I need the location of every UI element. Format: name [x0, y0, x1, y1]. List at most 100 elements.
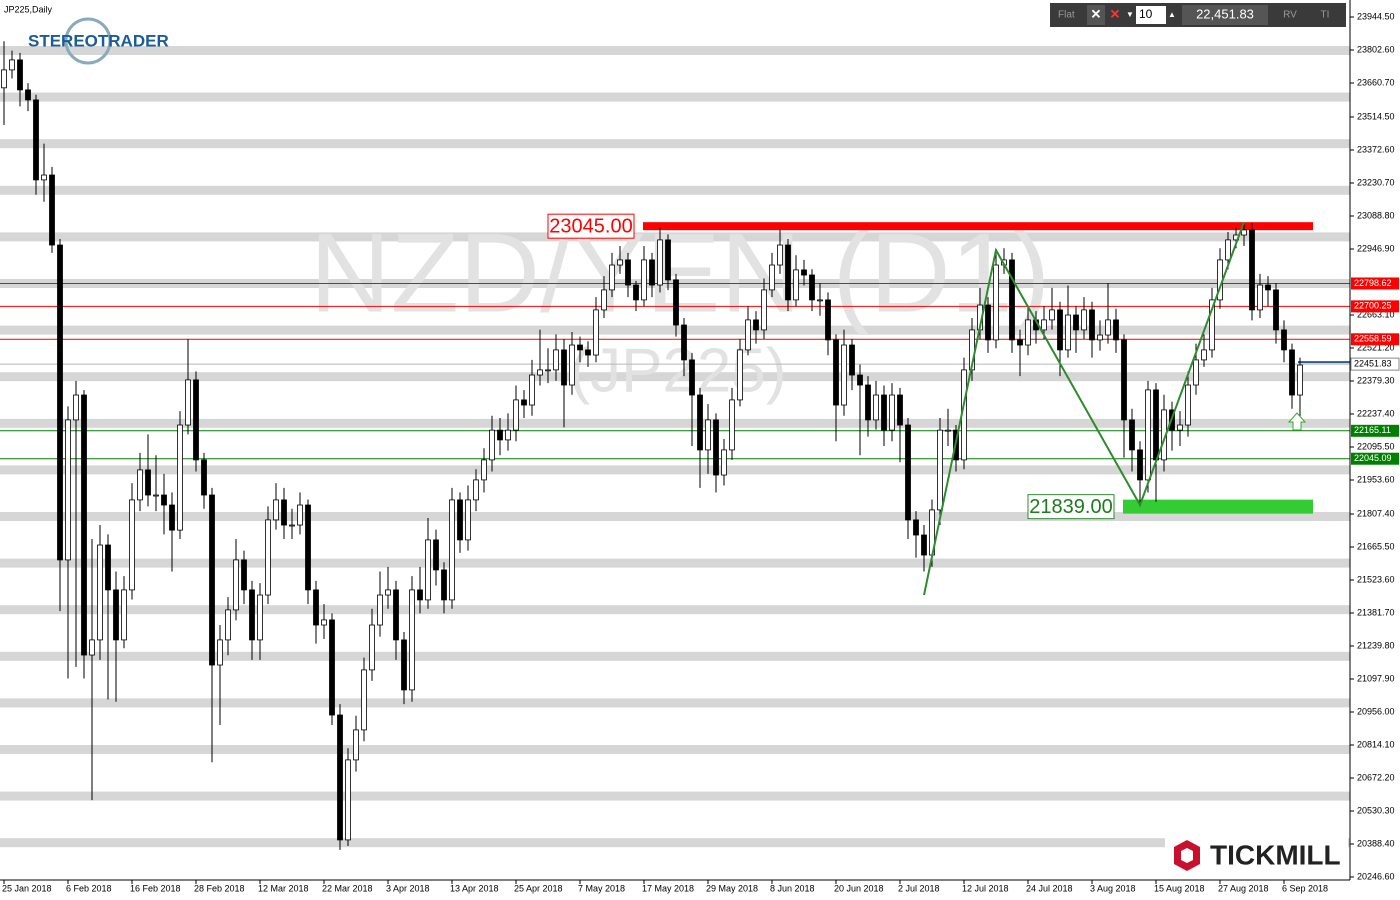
candle-body	[1121, 339, 1127, 421]
candle-body	[665, 239, 671, 281]
ti-button[interactable]: TI	[1321, 10, 1330, 21]
dropdown[interactable]: ▼	[1126, 10, 1134, 19]
candle-body	[809, 274, 815, 301]
candle-body	[361, 669, 367, 731]
x-tick-label: 13 Apr 2018	[450, 883, 499, 893]
x-tick-label: 3 Apr 2018	[386, 883, 430, 893]
candle-body	[521, 399, 527, 406]
candle-body	[297, 504, 303, 526]
stripe	[0, 92, 1350, 102]
candle-body	[993, 264, 999, 341]
tickmill-logo: TICKMILL	[1165, 832, 1348, 879]
candle-body	[1145, 389, 1151, 481]
candle-body	[1097, 334, 1103, 341]
x-tick-label: 6 Sep 2018	[1282, 883, 1328, 893]
logo-text: TICKMILL	[1210, 839, 1341, 870]
toolbar: Flat ✕ ✕ ▼ 10 ▲ 22,451.83 RV TI	[1050, 3, 1346, 27]
mode[interactable]: Flat	[1058, 10, 1075, 21]
candle-body	[769, 264, 775, 291]
x-tick-label: 20 Jun 2018	[834, 883, 884, 893]
y-tick-label: 20388.40	[1357, 838, 1395, 848]
candle-body	[697, 394, 703, 451]
candle-body	[193, 379, 199, 461]
candle-body	[905, 424, 911, 521]
candle-body	[737, 349, 743, 401]
x-tick-label: 22 Mar 2018	[322, 883, 373, 893]
stripe	[0, 605, 1350, 615]
y-tick-label: 23944.50	[1357, 11, 1395, 21]
up[interactable]: ▲	[1168, 10, 1176, 19]
logo-icon-inner	[1181, 848, 1193, 863]
x-tick-label: 25 Apr 2018	[514, 883, 563, 893]
rv-button[interactable]: RV	[1283, 10, 1297, 21]
candle-body	[849, 344, 855, 376]
y-tick-label: 23088.80	[1357, 210, 1395, 220]
candle-body	[353, 729, 359, 761]
candle-body	[841, 344, 847, 406]
candle-body	[689, 359, 695, 396]
level-label-bg	[1351, 277, 1399, 290]
candle-body	[1241, 229, 1247, 236]
logo-ring	[64, 17, 112, 65]
y-tick-label: 21523.60	[1357, 574, 1395, 584]
close-button[interactable]	[1087, 5, 1105, 25]
candle-body	[369, 624, 375, 671]
candle-body	[1185, 384, 1191, 426]
close-icon-red[interactable]: ✕	[1110, 6, 1121, 21]
level-label-bg	[1351, 300, 1399, 313]
candle-body	[569, 344, 575, 386]
candle-body	[985, 304, 991, 341]
candle-body	[441, 569, 447, 601]
y-tick-label: 22521.20	[1357, 342, 1395, 352]
candle-body	[865, 384, 871, 421]
candle-body	[161, 494, 167, 506]
candle-body	[137, 469, 143, 501]
candle-body	[1, 69, 7, 89]
candle-body	[529, 374, 535, 406]
candle-body	[657, 239, 663, 286]
candle-body	[577, 344, 583, 351]
candle-body	[721, 449, 727, 476]
candle-body	[1041, 319, 1047, 331]
candle-body	[1249, 229, 1255, 311]
candle-body	[825, 299, 831, 341]
candle-body	[57, 244, 63, 561]
candle-body	[513, 399, 519, 431]
stripe	[0, 791, 1350, 801]
candle-body	[833, 339, 839, 406]
candle-body	[633, 284, 639, 301]
lots-input[interactable]	[1136, 6, 1166, 24]
x-tick-label: 15 Aug 2018	[1154, 883, 1205, 893]
candle-body	[1201, 349, 1207, 361]
candle-body	[225, 609, 231, 641]
candle-body	[241, 559, 247, 591]
support-band	[1123, 499, 1313, 514]
x-tick-label: 24 Jul 2018	[1026, 883, 1073, 893]
x-tick-label: 3 Aug 2018	[1090, 883, 1136, 893]
resistance-label-bg	[547, 213, 635, 239]
candle-body	[593, 309, 599, 356]
x-tick-label: 6 Feb 2018	[66, 883, 112, 893]
close-icon: ✕	[1091, 6, 1102, 21]
candle-body	[745, 319, 751, 351]
candle-body	[561, 349, 567, 386]
stereotrader-logo: STEREOTRADER	[28, 17, 169, 65]
candle-body	[145, 469, 151, 496]
candle-body	[801, 269, 807, 276]
candle-body	[1009, 259, 1015, 341]
stripe	[0, 465, 1350, 475]
level-label-bg	[1351, 333, 1399, 346]
y-tick-label: 20672.20	[1357, 772, 1395, 782]
candle-body	[129, 499, 135, 591]
y-tick-label: 22946.90	[1357, 243, 1395, 253]
candle-body	[113, 589, 119, 641]
y-tick-label: 23660.70	[1357, 77, 1395, 87]
candle-body	[177, 424, 183, 531]
candle-body	[681, 324, 687, 361]
x-tick-label: 12 Mar 2018	[258, 883, 309, 893]
x-tick-label: 28 Feb 2018	[194, 883, 245, 893]
candle-body	[153, 494, 159, 497]
candle-body	[729, 399, 735, 451]
candle-body	[289, 524, 295, 527]
